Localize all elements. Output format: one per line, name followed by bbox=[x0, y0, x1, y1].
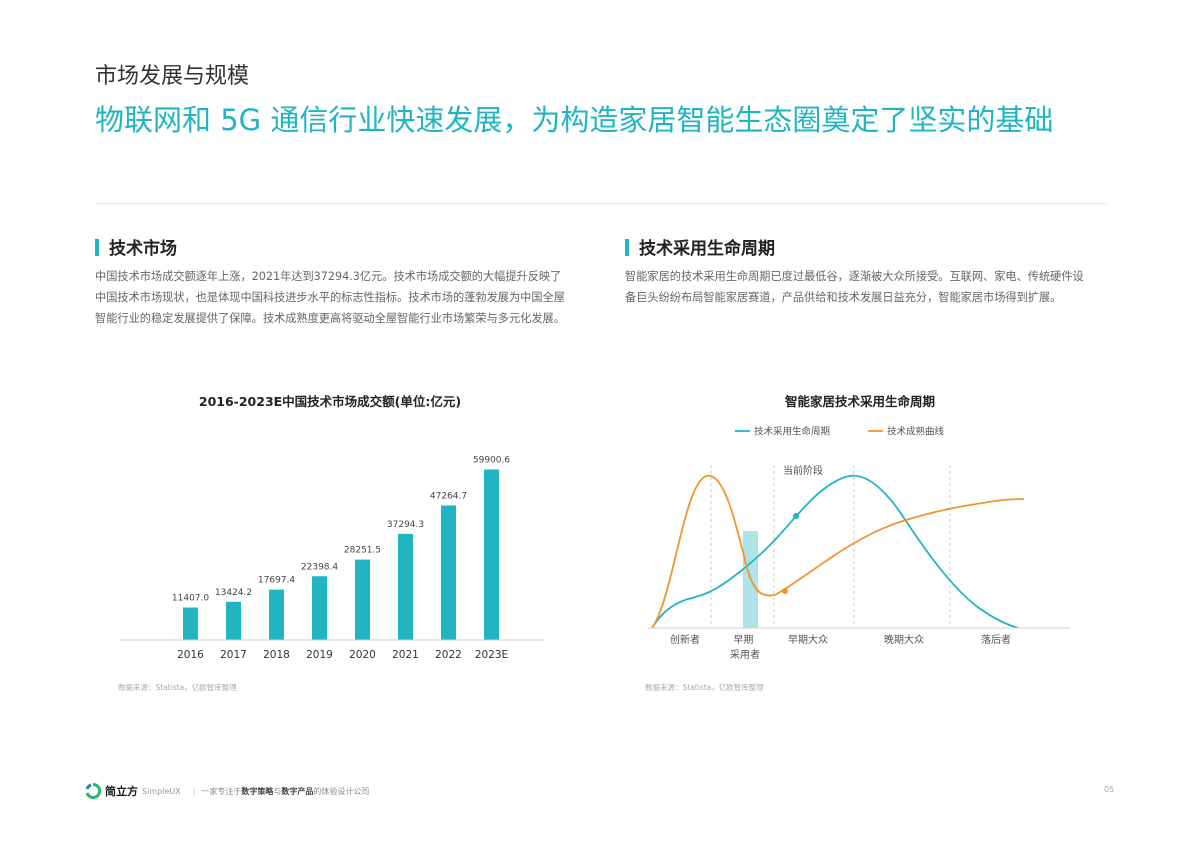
footer-slogan-post: 的体验设计公司 bbox=[313, 786, 370, 796]
bar-2017 bbox=[226, 601, 241, 640]
footer-slogan-pre: 一家专注于 bbox=[201, 786, 242, 796]
footer-brand-en: SimpleUX bbox=[142, 786, 181, 796]
bar-2023E bbox=[484, 469, 499, 640]
current-stage-annotation: 当前阶段 bbox=[783, 464, 823, 477]
stage-label-laggards-text: 落后者 bbox=[981, 634, 1011, 646]
maturity-marker bbox=[782, 588, 788, 594]
right-column-title: 技术采用生命周期 bbox=[625, 234, 775, 259]
legend-item-maturity: 技术成熟曲线 bbox=[868, 426, 945, 438]
left-column-title: 技术市场 bbox=[95, 234, 177, 259]
series-line-maturity bbox=[651, 475, 1025, 629]
bar-2018 bbox=[269, 589, 284, 640]
x-tick-label: 2021 bbox=[392, 649, 419, 661]
bar-chart-title: 2016-2023E中国技术市场成交额(单位:亿元) bbox=[198, 394, 462, 409]
x-tick-label: 2018 bbox=[263, 649, 290, 661]
footer-slogan-strong-2: 数字产品 bbox=[281, 786, 314, 796]
footer-slogan-mid: 与 bbox=[273, 786, 282, 796]
x-tick-label: 2020 bbox=[349, 649, 376, 661]
stage-label-innovators: 创新者 bbox=[670, 633, 700, 646]
stage-label-innovators-text: 创新者 bbox=[670, 633, 700, 646]
bar-2022 bbox=[441, 505, 456, 640]
bar-value-label: 11407.0 bbox=[172, 594, 209, 604]
legend-label-lifecycle: 技术采用生命周期 bbox=[754, 426, 830, 438]
lifecycle-chart-title: 智能家居技术采用生命周期 bbox=[784, 394, 935, 409]
footer-separator: | bbox=[192, 786, 196, 796]
page-headline: 物联网和 5G 通信行业快速发展，为构造家居智能生态圈奠定了坚实的基础 bbox=[95, 103, 1054, 137]
lifecycle-chart: 技术采用生命周期 技术成熟曲线 当前阶段 创新者 早期 采用者 早期大众 晚期大… bbox=[648, 426, 1070, 661]
series-line-lifecycle bbox=[651, 474, 1019, 629]
stage-label-early-majority-text: 早期大众 bbox=[788, 633, 828, 646]
bar-2019 bbox=[312, 576, 327, 640]
legend-label-maturity: 技术成熟曲线 bbox=[887, 426, 945, 438]
section-label: 市场发展与规模 bbox=[95, 64, 250, 89]
stage-label-early-adopters: 早期 采用者 bbox=[730, 634, 760, 661]
stage-label-laggards: 落后者 bbox=[981, 634, 1011, 646]
x-tick-label: 2017 bbox=[220, 649, 247, 661]
footer-brand: 简立方 bbox=[105, 785, 138, 798]
bar-value-label: 37294.3 bbox=[387, 520, 424, 530]
bar-2020 bbox=[355, 559, 370, 640]
stage-label-late-majority-text: 晚期大众 bbox=[884, 633, 924, 646]
x-tick-label: 2016 bbox=[177, 649, 204, 661]
bar-chart: 11407.0 2016 13424.2 2017 17697.4 2018 22398.4… bbox=[120, 456, 545, 661]
bar-chart-source: 数据来源：Statista，亿欧智库整理 bbox=[118, 683, 237, 692]
footer-slogan-strong-1: 数字策略 bbox=[241, 786, 274, 796]
legend-item-lifecycle: 技术采用生命周期 bbox=[735, 426, 830, 438]
stage-label-early-adopters-line2: 采用者 bbox=[730, 649, 760, 661]
lifecycle-chart-source: 数据来源：Statista，亿欧智库整理 bbox=[645, 683, 764, 692]
stage-label-early-majority: 早期大众 bbox=[788, 633, 828, 646]
bar-value-label: 22398.4 bbox=[301, 562, 338, 572]
bar-value-label: 28251.5 bbox=[344, 546, 381, 556]
right-column-text: 智能家居的技术采用生命周期已度过最低谷，逐渐被大众所接受。互联网、家电、传统硬件… bbox=[625, 270, 1084, 304]
footer: 简立方 SimpleUX | 一家专注于 数字策略与数字产品 的体验设计公司 bbox=[85, 783, 369, 799]
header-divider bbox=[95, 203, 1107, 204]
bar-2021 bbox=[398, 533, 413, 640]
brand-logo-icon bbox=[85, 783, 101, 799]
bar-value-label: 59900.6 bbox=[473, 456, 510, 466]
left-column-text: 中国技术市场成交额逐年上涨，2021年达到37294.3亿元。技术市场成交额的大… bbox=[95, 270, 565, 325]
stage-label-late-majority: 晚期大众 bbox=[884, 633, 924, 646]
x-tick-label: 2019 bbox=[306, 649, 333, 661]
stage-label-early-adopters-line1: 早期 bbox=[733, 634, 753, 646]
bar-value-label: 47264.7 bbox=[430, 491, 467, 501]
x-tick-label: 2022 bbox=[435, 649, 462, 661]
x-tick-label: 2023E bbox=[475, 649, 508, 661]
bar-2016 bbox=[183, 607, 198, 640]
page-number: 05 bbox=[1104, 785, 1115, 794]
bar-value-label: 17697.4 bbox=[258, 576, 295, 586]
lifecycle-marker bbox=[793, 513, 799, 519]
bar-value-label: 13424.2 bbox=[215, 588, 252, 598]
